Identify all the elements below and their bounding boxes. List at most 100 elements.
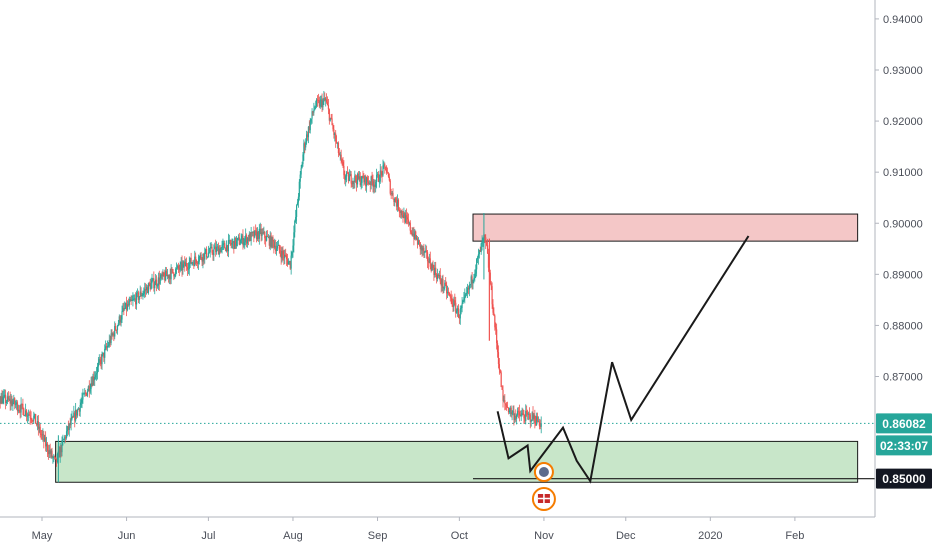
candle-body: [366, 177, 369, 182]
candle-body: [96, 366, 99, 374]
candle-body: [223, 243, 225, 245]
candle-body: [332, 125, 334, 130]
x-tick-label: Nov: [534, 530, 554, 542]
candle-body: [154, 285, 156, 289]
candle-body: [24, 415, 26, 417]
candle-body: [382, 165, 384, 176]
candle-body: [51, 450, 53, 458]
candle-body: [235, 240, 238, 246]
candle-body: [320, 99, 322, 101]
candle-body: [205, 248, 207, 253]
candle-body: [52, 457, 54, 459]
candle-body: [496, 343, 499, 353]
candle-body: [145, 289, 147, 291]
candle-body: [522, 413, 524, 415]
candle-body: [161, 274, 163, 277]
candle-body: [301, 163, 303, 169]
candle-body: [124, 308, 126, 310]
candle-body: [49, 449, 51, 454]
candle-body: [312, 111, 314, 113]
candle-body: [95, 374, 97, 378]
candle-body: [94, 377, 96, 381]
candle-body: [222, 243, 224, 245]
candle-body: [319, 100, 321, 107]
candle-body: [41, 434, 43, 436]
event-icons[interactable]: [531, 462, 556, 511]
candle-body: [313, 109, 315, 113]
candle-body: [190, 257, 192, 264]
candle-body: [536, 416, 538, 425]
candle-body: [377, 174, 380, 182]
candle-body: [241, 235, 243, 240]
candle-body: [384, 164, 386, 167]
candle-body: [317, 100, 320, 101]
y-tick-label: 0.90000: [883, 218, 923, 230]
candle-body: [205, 248, 208, 258]
candle-body: [381, 171, 383, 176]
candle-body: [16, 402, 19, 412]
event-icon-inner[interactable]: [538, 467, 549, 477]
candle-body: [348, 175, 350, 182]
candle-body: [266, 235, 269, 237]
candle-body: [406, 215, 408, 218]
candle-body: [74, 412, 76, 421]
candle-body: [26, 415, 29, 417]
candle-body: [281, 250, 283, 259]
candle-body: [369, 183, 371, 185]
candle-body: [471, 276, 473, 284]
candle-body: [363, 178, 365, 183]
candle-body: [294, 220, 296, 233]
candle-body: [340, 154, 342, 160]
candle-body: [476, 257, 479, 260]
candle-body: [478, 249, 480, 255]
candle-body: [188, 262, 190, 270]
candle-body: [358, 176, 360, 179]
candle-body: [534, 415, 536, 423]
candle-body: [39, 426, 41, 434]
candle-body: [45, 437, 47, 447]
candle-body: [204, 252, 206, 260]
candle-body: [435, 267, 437, 275]
zones: [55, 213, 859, 483]
candle-body: [250, 232, 252, 241]
candle-body: [198, 256, 200, 262]
candle-body: [21, 403, 23, 405]
candle-body: [346, 172, 349, 174]
candle-body: [420, 245, 422, 250]
candle-body: [338, 153, 340, 155]
candle-body: [491, 286, 493, 305]
candle-body: [474, 273, 476, 278]
candle-body: [143, 291, 145, 294]
candle-body: [48, 449, 50, 455]
candle-body: [22, 403, 24, 409]
candle-body: [232, 241, 234, 243]
candle-body: [336, 142, 339, 144]
candle-body: [176, 265, 179, 268]
candle-body: [81, 399, 83, 403]
candle-body: [323, 98, 325, 101]
candle-body: [156, 285, 159, 287]
candle-body: [89, 389, 91, 392]
level-label-box: [876, 468, 932, 489]
candle-body: [415, 231, 417, 239]
candle-body: [141, 295, 143, 297]
candle-body: [85, 392, 87, 394]
candle-body: [397, 199, 400, 210]
candle-body: [372, 181, 374, 187]
candle-body: [394, 198, 396, 203]
candle-body: [293, 232, 295, 246]
candle-body: [431, 264, 433, 271]
candle-body: [433, 267, 435, 275]
candle-body: [352, 180, 354, 185]
candle-body: [494, 315, 496, 328]
candle-body: [0, 401, 1, 404]
y-tick-label: 0.88000: [883, 320, 923, 332]
candle-body: [239, 243, 241, 245]
candle-body: [527, 413, 530, 415]
candle-body: [92, 376, 94, 386]
candle-body: [98, 359, 100, 363]
candle-body: [436, 274, 438, 279]
candle-body: [537, 421, 540, 423]
